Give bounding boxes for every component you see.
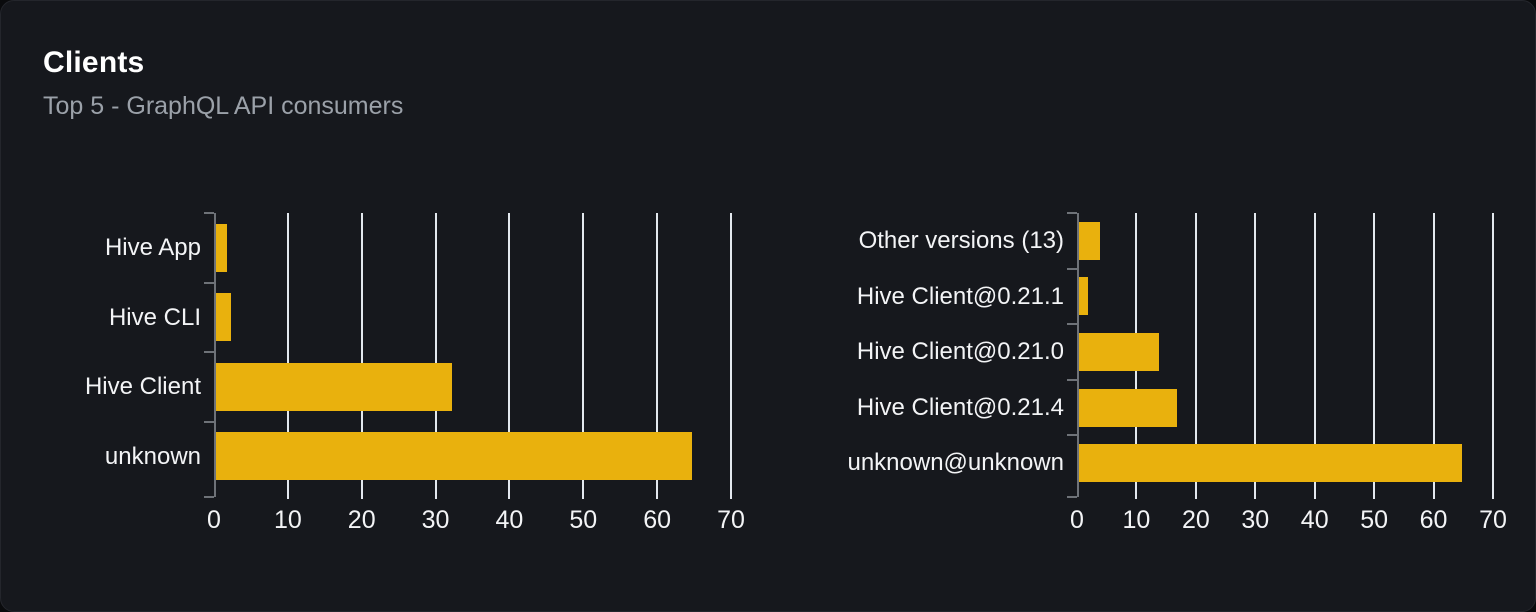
y-axis-tick	[204, 421, 214, 423]
x-axis-tick-label: 60	[643, 506, 672, 534]
x-axis-tick-label: 50	[569, 506, 598, 534]
gridline	[656, 213, 659, 499]
y-axis-tick	[204, 282, 214, 284]
category-label: Hive App	[104, 234, 201, 261]
gridline	[1373, 213, 1376, 499]
category-label: Hive Client@0.21.0	[856, 338, 1064, 366]
y-axis-tick	[1067, 379, 1077, 381]
gridline	[1313, 213, 1316, 499]
plot-area: 0 10 20 30 40 50 60 70	[1067, 212, 1507, 534]
card-header: Clients Top 5 - GraphQL API consumers	[43, 45, 403, 121]
category-label: Hive Client	[84, 373, 201, 400]
y-axis-tick	[1067, 323, 1077, 325]
card-subtitle: Top 5 - GraphQL API consumers	[43, 92, 404, 120]
gridline	[286, 213, 289, 499]
x-axis-tick-label: 10	[1122, 506, 1151, 534]
bar[interactable]	[216, 363, 452, 411]
clients-by-name-chart: Hive App Hive CLI Hive Client unknown 0 10 20 3…	[56, 212, 745, 536]
y-axis-tick	[204, 351, 214, 353]
category-label: Hive Client@0.21.1	[856, 282, 1064, 310]
x-axis-tick-label: 60	[1419, 506, 1448, 534]
y-axis-tick	[1067, 434, 1077, 436]
y-axis-tick	[1067, 268, 1077, 270]
category-label: unknown@unknown	[847, 449, 1064, 477]
bar[interactable]	[216, 224, 227, 272]
x-axis-tick-label: 0	[1070, 506, 1084, 534]
gridline	[1254, 213, 1257, 499]
bar[interactable]	[1079, 333, 1159, 371]
x-axis-tick-label: 30	[1241, 506, 1270, 534]
y-axis-tick	[204, 496, 214, 498]
y-axis-line	[214, 213, 216, 497]
bar[interactable]	[1079, 444, 1462, 482]
y-axis-tick	[204, 212, 214, 214]
y-axis-tick	[1067, 496, 1077, 498]
bar[interactable]	[1079, 222, 1100, 260]
gridline	[434, 213, 437, 499]
gridline	[1194, 213, 1197, 499]
x-axis-tick-label: 70	[717, 506, 745, 534]
bar[interactable]	[1079, 389, 1177, 427]
gridline	[1492, 213, 1494, 499]
gridline	[1432, 213, 1435, 499]
x-axis-tick-label: 40	[1300, 506, 1329, 534]
plot-area: 0 10 20 30 40 50 60 70	[204, 212, 745, 534]
x-axis-tick-label: 0	[207, 506, 221, 534]
gridline	[360, 213, 363, 499]
gridline	[730, 213, 732, 499]
category-axis-labels: Hive App Hive CLI Hive Client unknown	[56, 213, 214, 536]
x-axis-tick-label: 40	[495, 506, 524, 534]
x-axis-tick-label: 10	[273, 506, 302, 534]
bar[interactable]	[216, 293, 231, 341]
category-label: Hive Client@0.21.4	[856, 393, 1064, 421]
category-axis-labels: Other versions (13) Hive Client@0.21.1 Hiv…	[831, 213, 1077, 536]
x-axis-tick-label: 20	[347, 506, 376, 534]
category-label: Hive CLI	[108, 303, 201, 331]
bar[interactable]	[1079, 277, 1088, 315]
x-axis-tick-label: 20	[1181, 506, 1210, 534]
y-axis-tick	[1067, 212, 1077, 214]
y-axis-line	[1077, 213, 1079, 497]
gridline	[508, 213, 511, 499]
category-label: unknown	[104, 442, 201, 470]
card-title: Clients	[43, 46, 145, 79]
bar[interactable]	[216, 432, 692, 480]
gridline	[582, 213, 585, 499]
clients-by-version-chart: Other versions (13) Hive Client@0.21.1 Hiv…	[831, 212, 1507, 536]
x-axis-tick-label: 30	[421, 506, 450, 534]
x-axis-tick-label: 70	[1479, 506, 1507, 534]
category-label: Other versions (13)	[858, 227, 1064, 254]
x-axis-tick-label: 50	[1360, 506, 1389, 534]
